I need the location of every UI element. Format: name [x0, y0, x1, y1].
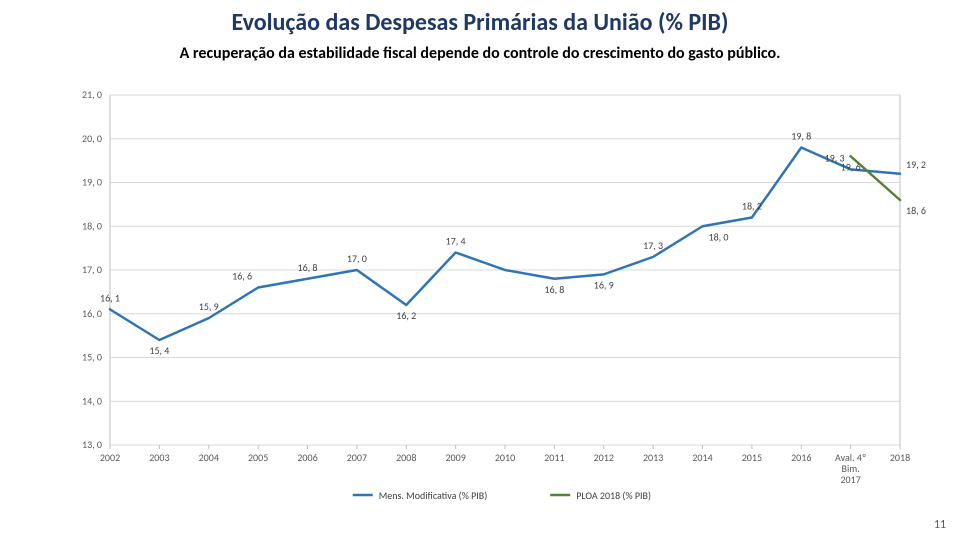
- series-1-data-label: 16, 8: [298, 261, 318, 274]
- y-tick-label: 20, 0: [82, 132, 102, 145]
- x-tick-label: 2010: [495, 451, 515, 464]
- x-tick-label: 2006: [297, 451, 317, 464]
- series-1-data-label: 18, 2: [742, 200, 762, 213]
- series-1-data-label: 19, 2: [906, 158, 926, 171]
- series-1-data-label: 18, 0: [709, 230, 729, 243]
- series-1-data-label: 16, 9: [594, 278, 614, 291]
- y-tick-label: 16, 0: [82, 307, 102, 320]
- x-tick-label: 2008: [396, 451, 416, 464]
- series-1-data-label: 15, 9: [199, 300, 219, 313]
- y-tick-label: 17, 0: [82, 263, 102, 276]
- x-tick-label: 2011: [544, 451, 564, 464]
- series-1-data-label: 16, 6: [232, 270, 252, 283]
- y-tick-label: 21, 0: [82, 88, 102, 101]
- x-tick-label: 2012: [594, 451, 614, 464]
- series-1-data-label: 16, 1: [100, 291, 120, 304]
- series-2-data-label: 18, 6: [906, 204, 926, 217]
- series-1-data-label: 17, 4: [446, 235, 466, 248]
- legend-label-2: PLOA 2018 (% PIB): [576, 489, 651, 502]
- x-tick-label: 2003: [149, 451, 169, 464]
- x-tick-label: 2002: [100, 451, 120, 464]
- series-1-data-label: 19, 8: [791, 130, 811, 143]
- series-1-data-label: 17, 0: [347, 252, 367, 265]
- series-1-data-label: 16, 2: [396, 309, 416, 322]
- x-tick-label: 2007: [347, 451, 367, 464]
- x-tick-label: 2004: [199, 451, 219, 464]
- series-1-data-label: 17, 3: [643, 239, 663, 252]
- line-chart: 13, 0 14, 0 15, 0 16, 0 17, 0 18, 0 19, 0 20, 0…: [0, 0, 960, 540]
- legend-label-1: Mens. Modificativa (% PIB): [379, 489, 488, 502]
- y-tick-label: 14, 0: [82, 394, 102, 407]
- x-tick-label: 2014: [692, 451, 712, 464]
- x-tick-label: 2016: [791, 451, 811, 464]
- y-tick-label: 15, 0: [82, 351, 102, 364]
- page-number: 11: [934, 518, 946, 532]
- series-1-data-label: 15, 4: [149, 344, 169, 357]
- x-tick-label: 2015: [742, 451, 762, 464]
- series-1-data-label: 16, 8: [544, 283, 564, 296]
- y-tick-label: 13, 0: [82, 438, 102, 451]
- x-tick-label: 2009: [445, 451, 465, 464]
- x-tick-label: 2017: [840, 473, 860, 486]
- y-tick-label: 19, 0: [82, 176, 102, 189]
- series-2-data-label: 19, 6: [841, 160, 861, 173]
- y-tick-label: 18, 0: [82, 219, 102, 232]
- x-tick-label: 2005: [248, 451, 268, 464]
- x-tick-label: 2018: [890, 451, 910, 464]
- x-tick-label: 2013: [643, 451, 663, 464]
- series-1-line: [110, 148, 900, 341]
